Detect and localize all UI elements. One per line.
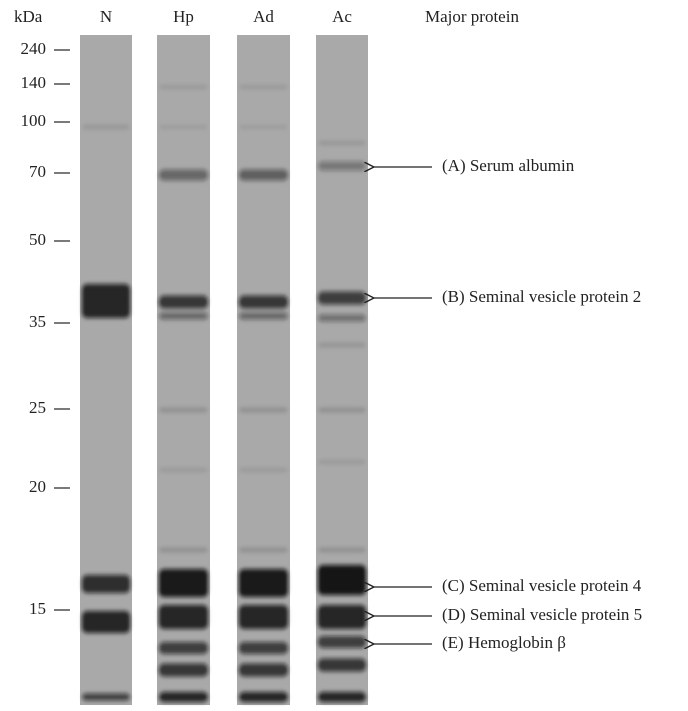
band — [159, 642, 208, 654]
marker-label: 15 — [29, 599, 46, 618]
gel-figure: kDa Major protein N Hp Ad Ac 240 140 100 70 50 35… — [0, 0, 688, 711]
band — [159, 605, 208, 629]
band — [239, 605, 288, 629]
band — [239, 170, 288, 181]
band — [159, 548, 208, 553]
marker-label: 35 — [29, 312, 46, 331]
band — [82, 694, 130, 701]
lane-label: Ad — [253, 7, 274, 26]
band — [318, 548, 366, 553]
lane-label: Ac — [332, 7, 352, 26]
annotation: (C) Seminal vesicle protein 4 — [442, 576, 642, 595]
marker-label: 100 — [21, 111, 47, 130]
marker-label: 70 — [29, 162, 46, 181]
lane-label: N — [100, 7, 112, 26]
band — [239, 642, 288, 654]
annotation: (D) Seminal vesicle protein 5 — [442, 605, 642, 624]
band — [159, 692, 208, 702]
marker-label: 25 — [29, 398, 46, 417]
band — [82, 575, 130, 593]
annotation: (A) Serum albumin — [442, 156, 575, 175]
band — [239, 408, 288, 413]
band — [159, 468, 208, 472]
marker-label: 50 — [29, 230, 46, 249]
marker-label: 20 — [29, 477, 46, 496]
band — [318, 315, 366, 322]
marker-label: 140 — [21, 73, 47, 92]
band — [239, 569, 288, 597]
band — [318, 141, 366, 145]
band — [159, 313, 208, 320]
lane — [157, 35, 210, 705]
lane-label: Hp — [173, 7, 194, 26]
band — [239, 692, 288, 702]
lane — [237, 35, 290, 705]
band — [318, 605, 366, 629]
marker-label: 240 — [21, 39, 47, 58]
band — [82, 284, 130, 318]
band — [239, 125, 288, 129]
band — [159, 125, 208, 129]
annotation: (B) Seminal vesicle protein 2 — [442, 287, 641, 306]
band — [318, 292, 366, 305]
band — [239, 548, 288, 553]
band — [318, 408, 366, 413]
gel-lanes — [80, 35, 368, 705]
axis-label: kDa — [14, 7, 43, 26]
band — [159, 408, 208, 413]
lane — [80, 35, 132, 705]
band — [239, 313, 288, 320]
band — [318, 565, 366, 595]
band — [318, 162, 366, 171]
band — [239, 468, 288, 472]
band — [318, 692, 366, 702]
lane — [316, 35, 368, 705]
band — [239, 296, 288, 309]
band — [239, 85, 288, 89]
band — [318, 659, 366, 672]
band — [159, 170, 208, 181]
header: Major protein — [425, 7, 519, 26]
annotation: (E) Hemoglobin β — [442, 633, 566, 652]
band — [82, 611, 130, 633]
band — [159, 569, 208, 597]
band — [159, 664, 208, 677]
band — [159, 85, 208, 89]
band — [318, 343, 366, 348]
band — [318, 460, 366, 464]
band — [318, 636, 366, 648]
band — [239, 664, 288, 677]
band — [82, 125, 130, 130]
band — [159, 296, 208, 309]
